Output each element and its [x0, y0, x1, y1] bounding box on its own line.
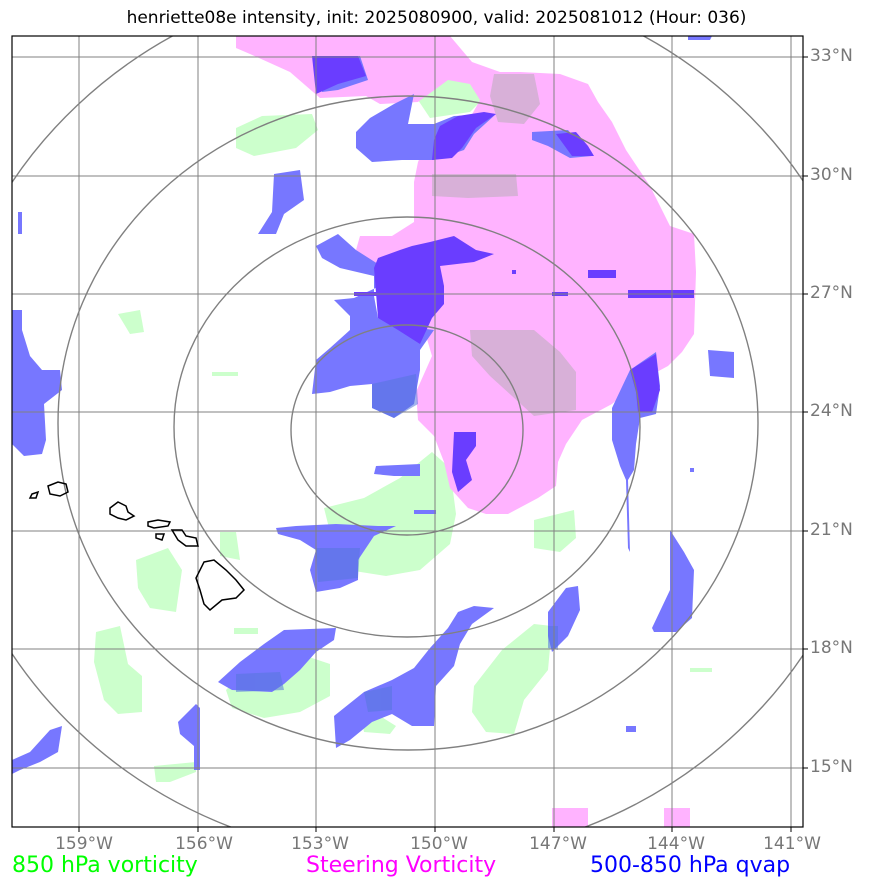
tick-marks — [78, 56, 808, 832]
lon-label-147w: 147°W — [529, 834, 587, 854]
lon-label-144w: 144°W — [647, 834, 705, 854]
range-rings — [12, 36, 803, 827]
lat-label-24n: 24°N — [810, 401, 853, 421]
legend-850-vorticity: 850 hPa vorticity — [12, 853, 198, 878]
lat-label-33n: 33°N — [810, 46, 853, 66]
map-title: henriette08e intensity, init: 2025080900… — [126, 8, 747, 28]
lon-label-156w: 156°W — [175, 834, 233, 854]
lon-label-153w: 153°W — [291, 834, 349, 854]
lat-label-21n: 21°N — [810, 520, 853, 540]
lat-label-27n: 27°N — [810, 283, 853, 303]
lat-label-18n: 18°N — [810, 638, 853, 658]
legend-steering-vorticity: Steering Vorticity — [306, 853, 497, 878]
qvap-overlap-field — [236, 374, 558, 712]
gridlines — [12, 36, 803, 827]
lat-label-15n: 15°N — [810, 757, 853, 777]
legend-qvap: 500-850 hPa qvap — [590, 853, 791, 878]
lon-label-141w: 141°W — [763, 834, 821, 854]
lon-label-159w: 159°W — [55, 834, 113, 854]
lon-label-150w: 150°W — [410, 834, 468, 854]
lat-label-30n: 30°N — [810, 165, 853, 185]
plot-frame — [11, 35, 804, 828]
hawaii-coastline — [28, 481, 246, 612]
qvap-strong-field — [312, 56, 694, 492]
overlap-field — [432, 74, 576, 416]
